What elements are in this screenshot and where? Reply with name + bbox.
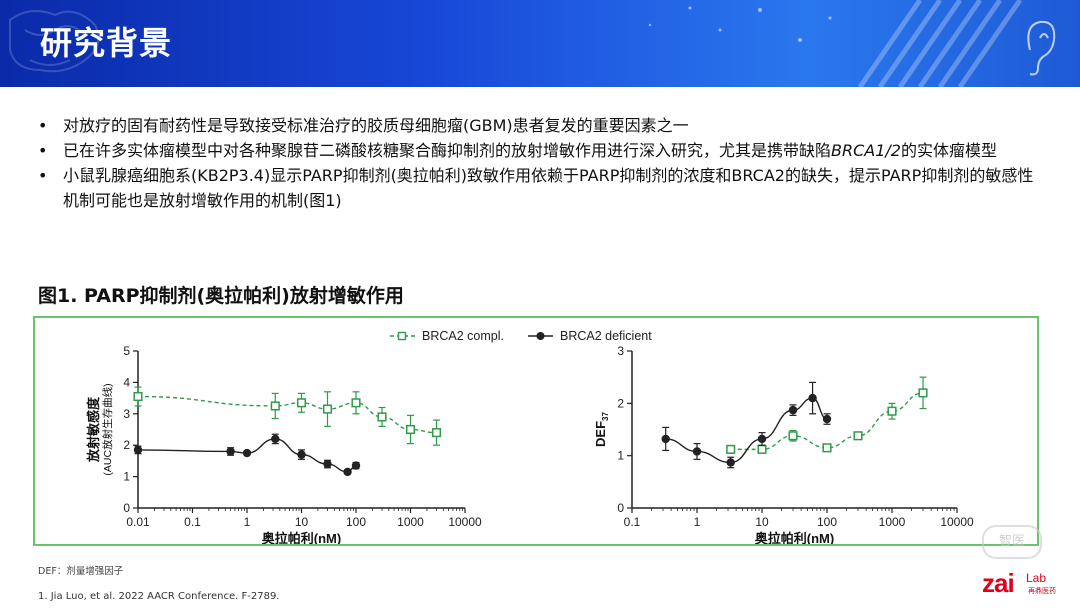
bullet-dot: • bbox=[38, 141, 48, 160]
chart1-deficient-point bbox=[343, 467, 352, 477]
chart2-x-label: 奥拉帕利(nM) bbox=[755, 531, 834, 544]
bullet-text-2a: 已在许多实体瘤模型中对各种聚腺苷二磷酸核糖聚合酶抑制剂的放射增敏作用进行深入研究… bbox=[63, 141, 832, 160]
chart1-compl-point bbox=[133, 391, 143, 402]
abbreviation-note: DEF：剂量增强因子 bbox=[38, 566, 124, 577]
chart1-x-tick-label: 1 bbox=[244, 515, 251, 529]
chart1-y-tick-label: 1 bbox=[123, 470, 130, 484]
chart2-compl-point bbox=[757, 444, 767, 454]
reference-note: 1. Jia Luo, et al. 2022 AACR Conference.… bbox=[38, 591, 280, 602]
chart2-deficient-point bbox=[726, 458, 735, 467]
chart1-y-label-sub: (AUC放射生存曲线) bbox=[101, 383, 114, 475]
chart2-deficient-point bbox=[661, 434, 670, 444]
chart1-compl-curve bbox=[137, 395, 437, 434]
legend-marker-compl bbox=[397, 331, 407, 341]
chart2-y-tick-label: 1 bbox=[617, 449, 624, 463]
chart2-x-tick-label: 10 bbox=[755, 515, 769, 529]
legend-label-deficient: BRCA2 deficient bbox=[560, 329, 652, 343]
header-decoration bbox=[9, 0, 1056, 87]
bullet-dot: • bbox=[38, 166, 48, 185]
chart1-compl-point bbox=[377, 412, 387, 422]
chart2-x-tick-label: 1000 bbox=[879, 515, 906, 529]
chart2-deficient-point bbox=[757, 434, 767, 444]
chart1-x-tick-label: 0.1 bbox=[184, 515, 201, 529]
chart1-deficient-point bbox=[133, 445, 143, 455]
chart1-y-tick-label: 4 bbox=[123, 375, 130, 389]
chart2-deficient-point bbox=[808, 393, 817, 403]
chart2-y-label-sub: 37 bbox=[601, 412, 610, 421]
legend-label-compl: BRCA2 compl. bbox=[422, 329, 504, 343]
chart1-compl-point bbox=[296, 398, 307, 408]
figure-box: BRCA2 compl. BRCA2 deficient 0 1 2 3 4 5 0.01 0.1… bbox=[33, 316, 1039, 546]
chart2-deficient-curve bbox=[665, 397, 828, 464]
chart2-deficient-point bbox=[822, 414, 832, 424]
header-banner: 研究背景 bbox=[0, 0, 1080, 87]
bullet-text-2-italic: BRCA1/2 bbox=[831, 141, 901, 160]
chart1-y-label: 放射敏感度 bbox=[86, 396, 101, 463]
bullet-text-2b: 的实体瘤模型 bbox=[900, 141, 997, 160]
chart1-x-tick-label: 100 bbox=[346, 515, 366, 529]
chart2-x-tick-label: 100 bbox=[817, 515, 837, 529]
chart2-compl-point bbox=[918, 388, 928, 398]
chart2-compl-point bbox=[853, 431, 863, 441]
chart1-compl-point bbox=[270, 401, 280, 411]
chart2-compl-point bbox=[788, 431, 798, 441]
bullet-dot: • bbox=[38, 116, 48, 135]
chart2-y-label: DEF37 bbox=[593, 412, 610, 447]
chart2-x-tick-label: 0.1 bbox=[624, 515, 641, 529]
chart1-x-tick-label: 10 bbox=[295, 515, 309, 529]
page-title: 研究背景 bbox=[40, 24, 173, 62]
watermark: 智医 bbox=[982, 525, 1042, 559]
ear-icon bbox=[1027, 20, 1056, 76]
chart2-compl-point bbox=[726, 444, 736, 454]
figure-title: 图1. PARP抑制剂(奥拉帕利)放射增敏作用 bbox=[38, 285, 404, 307]
chart2-y-tick-label: 2 bbox=[617, 396, 624, 410]
chart2-y-tick-label: 0 bbox=[617, 501, 624, 515]
chart1-y-tick-label: 2 bbox=[123, 438, 130, 452]
bullet-item-3: • 小鼠乳腺癌细胞系(KB2P3.4)显示PARP抑制剂(奥拉帕利)致敏作用依赖于… bbox=[36, 163, 1046, 213]
chart2-compl-point bbox=[887, 406, 897, 416]
chart1-deficient-point bbox=[271, 434, 280, 444]
chart1-x-tick-label: 1000 bbox=[397, 515, 424, 529]
chart1-y-tick-label: 0 bbox=[123, 501, 130, 515]
chart1-deficient-point bbox=[351, 461, 361, 470]
chart1-x-tick-label: 10000 bbox=[448, 515, 482, 529]
chart1-y-tick-label: 3 bbox=[123, 407, 130, 421]
chart1-x-label: 奥拉帕利(nM) bbox=[262, 531, 341, 544]
chart1-deficient-point bbox=[242, 448, 252, 458]
bullet-text-1: 对放疗的固有耐药性是导致接受标准治疗的胶质母细胞瘤(GBM)患者复发的重要因素之… bbox=[63, 116, 689, 135]
bullet-item-2: • 已在许多实体瘤模型中对各种聚腺苷二磷酸核糖聚合酶抑制剂的放射增敏作用进行深入研… bbox=[36, 138, 1046, 163]
chart2-x-tick-label: 1 bbox=[694, 515, 701, 529]
logo-text-lab: Lab bbox=[1026, 571, 1047, 585]
chart1-deficient-point bbox=[297, 450, 306, 459]
chart1-deficient-point bbox=[226, 447, 235, 456]
legend-marker-deficient bbox=[536, 332, 545, 340]
bullet-item-1: • 对放疗的固有耐药性是导致接受标准治疗的胶质母细胞瘤(GBM)患者复发的重要因素… bbox=[36, 113, 1046, 138]
chart2-deficient-point bbox=[692, 447, 702, 456]
chart-svg: BRCA2 compl. BRCA2 deficient 0 1 2 3 4 5 0.01 0.1… bbox=[86, 329, 974, 546]
bullet-text-3: 小鼠乳腺癌细胞系(KB2P3.4)显示PARP抑制剂(奥拉帕利)致敏作用依赖于P… bbox=[63, 166, 1034, 210]
chart1-compl-point bbox=[405, 424, 416, 435]
chart2-compl-point bbox=[822, 443, 832, 453]
chart2-y-tick-label: 3 bbox=[617, 344, 624, 358]
chart2-deficient-point bbox=[788, 405, 798, 415]
chart1-compl-point bbox=[351, 398, 361, 408]
chart1-deficient-point bbox=[323, 459, 332, 469]
logo-text-cn: 再鼎医药 bbox=[1028, 587, 1056, 595]
chart1-compl-point bbox=[431, 428, 442, 438]
chart1-compl-point bbox=[322, 404, 333, 414]
chart1-x-tick-label: 0.01 bbox=[126, 515, 150, 529]
bullet-list: • 对放疗的固有耐药性是导致接受标准治疗的胶质母细胞瘤(GBM)患者复发的重要因素… bbox=[36, 113, 1046, 213]
logo-text-main: zai bbox=[982, 568, 1015, 598]
chart2-x-tick-label: 10000 bbox=[940, 515, 974, 529]
chart1-y-tick-label: 5 bbox=[123, 344, 130, 358]
zailab-logo: zai Lab 再鼎医药 bbox=[982, 568, 1072, 604]
